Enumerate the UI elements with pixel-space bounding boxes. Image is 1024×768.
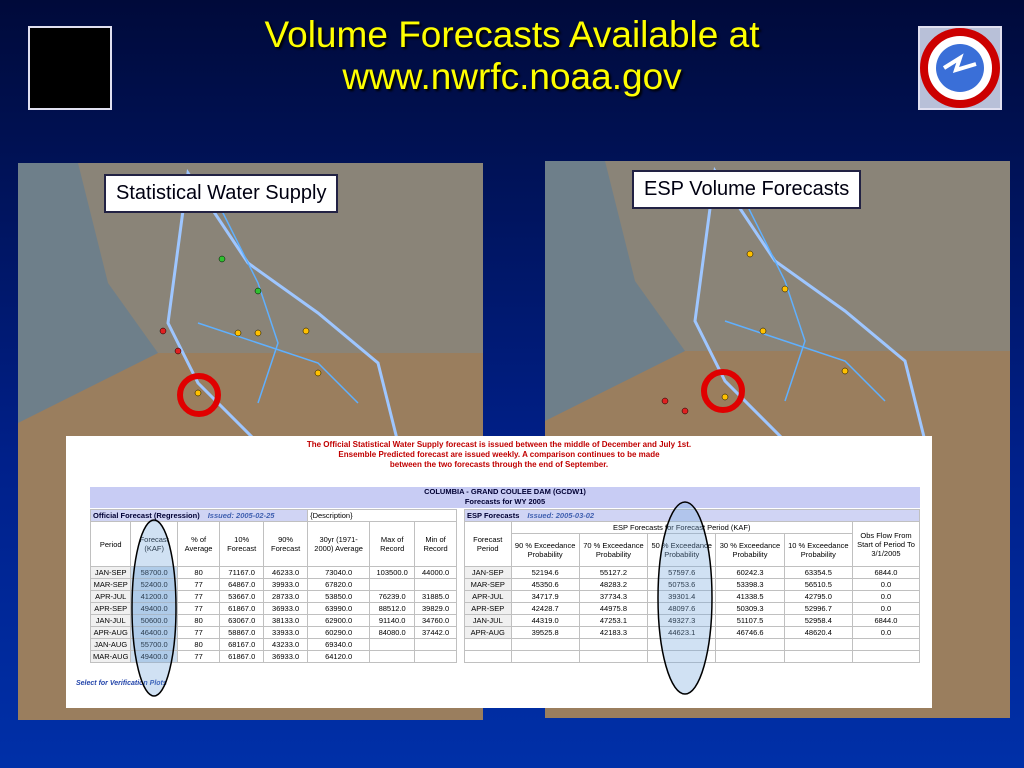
section-cell: ESP Forecasts Issued: 2005-03-02 <box>464 509 920 522</box>
header-row: 90 % Exceedance Probability 70 % Exceedan… <box>465 533 920 567</box>
group-header: ESP Forecasts for Forecast Period (KAF) <box>510 521 854 534</box>
cell: 52400.0 <box>130 578 178 591</box>
esp-table: ESP Forecasts Issued: 2005-03-02 Forecast … <box>464 509 920 663</box>
cell: 77 <box>176 650 221 663</box>
empty-cell <box>852 650 920 663</box>
cell: 58700.0 <box>130 566 178 579</box>
cell: 46400.0 <box>130 626 178 639</box>
column-header: Obs Flow From Start of Period To 3/1/200… <box>852 521 920 567</box>
data-row: APR-SEP42428.744975.848097.650309.352996… <box>464 602 920 615</box>
section-row: ESP Forecasts Issued: 2005-03-02 <box>464 509 920 522</box>
section-title: Official Forecast (Regression) <box>93 511 200 520</box>
column-header: % of Average <box>176 521 221 567</box>
cell: 61867.0 <box>219 650 265 663</box>
issued-date: Issued: 2005-03-02 <box>527 511 595 520</box>
cell: 64120.0 <box>307 650 371 663</box>
logo-left <box>28 26 112 110</box>
data-row: APR-SEP49400.07761867.036933.063990.0885… <box>89 602 457 615</box>
title-line: www.nwrfc.noaa.gov <box>342 56 682 97</box>
cell: MAR-SEP <box>464 578 512 591</box>
section-title: ESP Forecasts <box>467 511 520 520</box>
notice-line: Ensemble Predicted forecast are issued w… <box>338 450 660 459</box>
notice-line: between the two forecasts through the en… <box>389 460 609 469</box>
cell: MAR-AUG <box>89 650 132 663</box>
cell: 50600.0 <box>130 614 178 627</box>
title: Volume Forecasts Available at www.nwrfc.n… <box>150 14 874 98</box>
column-header: 50 % Exceedance Probability <box>647 533 717 567</box>
cell: 36933.0 <box>263 650 309 663</box>
empty-cell <box>369 650 416 663</box>
table-title-line: COLUMBIA - GRAND COULEE DAM (GCDW1) <box>424 487 586 496</box>
map-label: Statistical Water Supply <box>104 174 339 213</box>
column-header: Max of Record <box>369 521 416 567</box>
map-label: ESP Volume Forecasts <box>632 170 862 209</box>
highlight-overlay <box>131 501 713 697</box>
forecast-panel: The Official Statistical Water Supply fo… <box>66 436 932 708</box>
verification-link[interactable]: Select for Verification Plots <box>76 680 167 687</box>
cell: 41200.0 <box>130 590 178 603</box>
empty-cell <box>414 650 457 663</box>
notice-line: The Official Statistical Water Supply fo… <box>306 440 692 449</box>
data-row: APR-AUG46400.07758867.033933.060290.0840… <box>89 626 457 639</box>
data-row: MAR-SEP45350.648283.250753.653398.356510… <box>464 578 920 591</box>
cell: 55700.0 <box>130 638 178 651</box>
table-title-line: Forecasts for WY 2005 <box>464 497 546 506</box>
issued-date: Issued: 2005-02-25 <box>207 511 275 520</box>
cell: 91140.0 <box>369 614 416 627</box>
column-header: 70 % Exceedance Probability <box>578 533 649 567</box>
data-row: JAN-JUL50600.08063067.038133.062900.0911… <box>89 614 457 627</box>
column-header: Period <box>89 521 132 567</box>
cell: 49400.0 <box>130 602 178 615</box>
cell: APR-AUG <box>89 626 132 639</box>
empty-row <box>464 650 920 663</box>
nws-logo <box>918 26 1002 110</box>
empty-cell <box>783 650 854 663</box>
column-header: 90 % Exceedance Probability <box>510 533 580 567</box>
cell: 103500.0 <box>369 566 416 579</box>
data-row: APR-AUG39525.842183.344623.146746.648620… <box>464 626 920 639</box>
official-table: Official Forecast (Regression) Issued: 20… <box>89 509 457 663</box>
section-row: Official Forecast (Regression) Issued: 20… <box>89 509 457 522</box>
cell: APR-AUG <box>464 626 512 639</box>
notice: The Official Statistical Water Supply fo… <box>66 440 932 470</box>
data-row: JAN-SEP58700.08071167.046233.073040.0103… <box>89 566 457 579</box>
column-header: Min of Record <box>414 521 457 567</box>
column-header: 10% Forecast <box>219 521 265 567</box>
table-title: COLUMBIA - GRAND COULEE DAM (GCDW1) Forec… <box>90 487 920 508</box>
title-line: Volume Forecasts Available at <box>264 14 760 55</box>
cell: 49400.0 <box>130 650 178 663</box>
